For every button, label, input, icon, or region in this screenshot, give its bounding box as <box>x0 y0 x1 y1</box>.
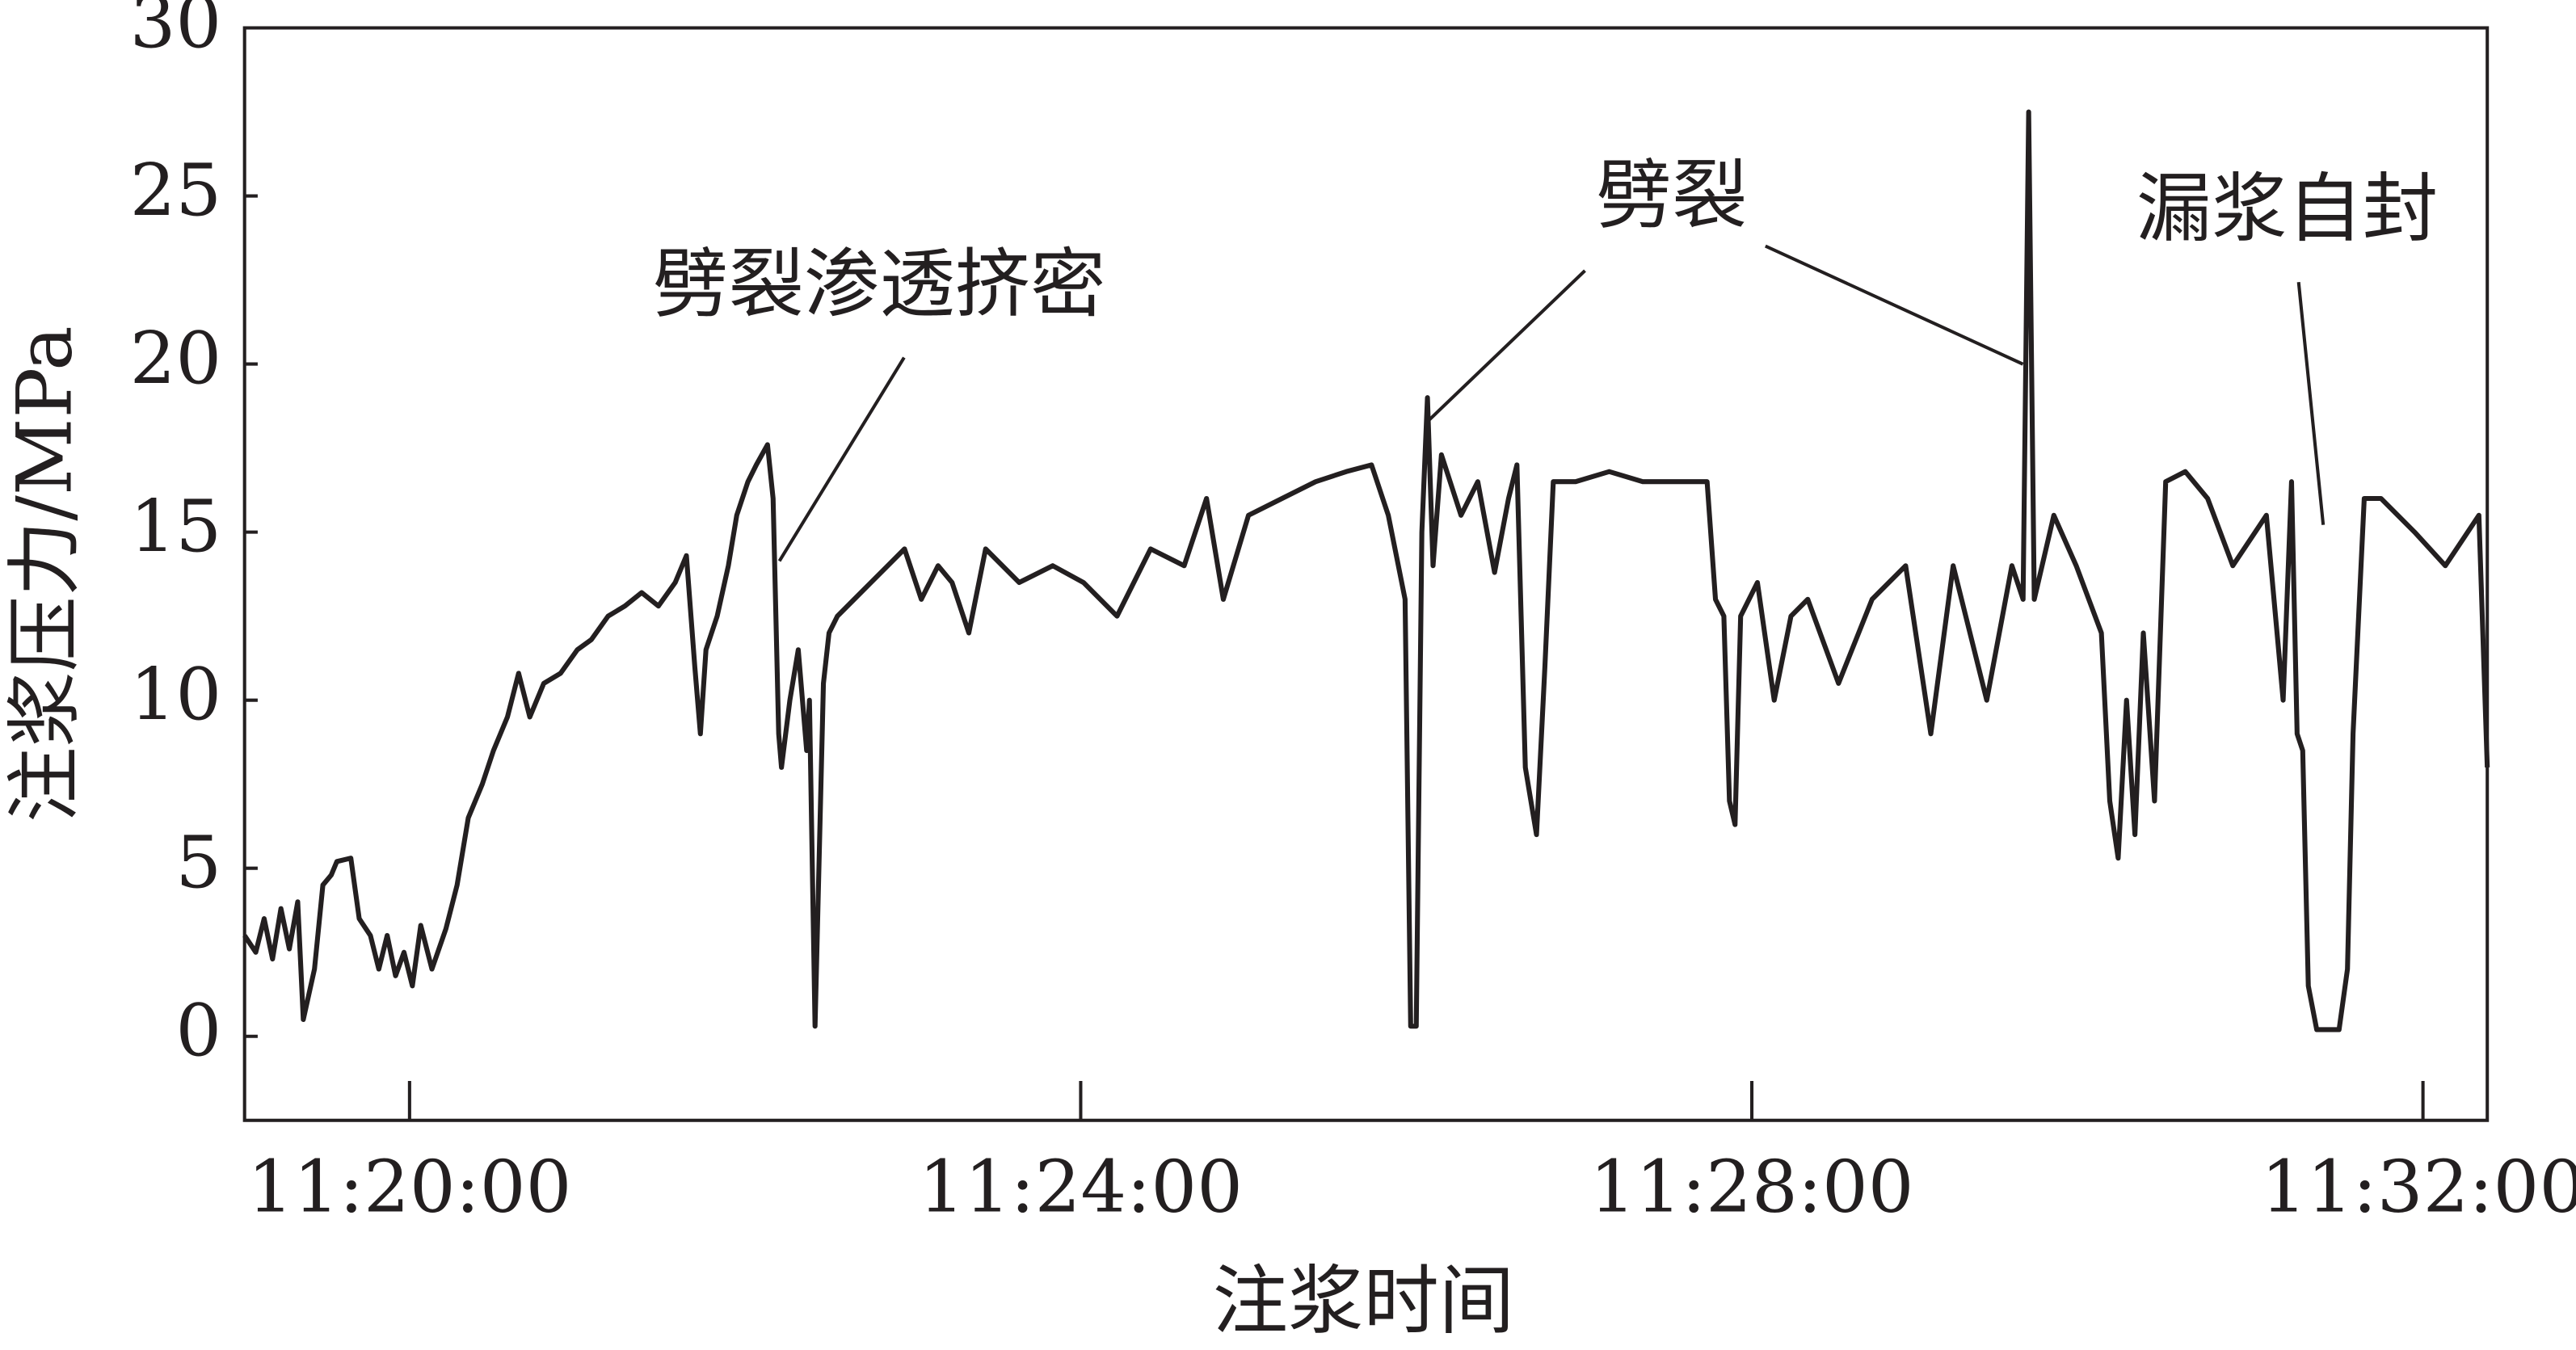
x-tick-label: 11:32:00 <box>2261 1145 2576 1229</box>
x-tick-label: 11:28:00 <box>1589 1145 1913 1229</box>
annotation-leaders <box>777 244 2326 562</box>
plot-frame <box>242 26 2490 1122</box>
y-tick-label: 10 <box>130 653 222 737</box>
y-tick-label: 25 <box>130 149 222 233</box>
y-tick-label: 20 <box>130 317 222 401</box>
x-tick-label: 11:24:00 <box>919 1145 1243 1229</box>
annotation: 劈裂 <box>1597 152 1748 240</box>
y-tick-label: 5 <box>175 821 221 905</box>
y-tick-label: 15 <box>130 485 222 569</box>
y-axis-label: 注浆压力/MPa <box>2 326 90 822</box>
y-tick-label: 0 <box>175 989 221 1073</box>
y-tick-label: 30 <box>130 0 222 65</box>
annotation: 劈裂渗透挤密 <box>653 241 1105 329</box>
annotation: 漏浆自封 <box>2136 165 2439 253</box>
x-axis-label: 注浆时间 <box>1213 1258 1514 1346</box>
data-line <box>242 109 2490 1032</box>
x-tick-label: 11:20:00 <box>247 1145 571 1229</box>
